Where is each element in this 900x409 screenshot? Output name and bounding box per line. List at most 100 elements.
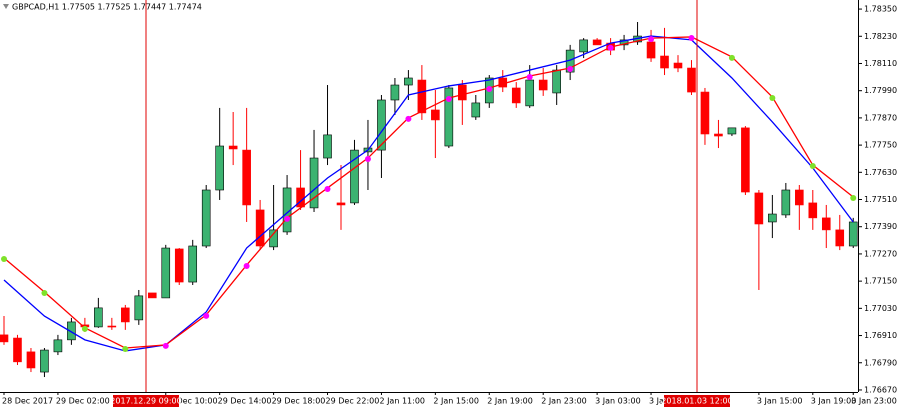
candle-body xyxy=(67,321,76,341)
candle-body xyxy=(174,248,184,283)
y-tick-label: 1.77750 xyxy=(864,141,897,150)
x-tick-label: 29 Dec 22:00 xyxy=(326,397,380,406)
candle-body xyxy=(417,79,427,114)
y-tick-label: 1.76670 xyxy=(864,385,897,394)
candle-body xyxy=(0,334,9,343)
candle-body xyxy=(26,351,36,369)
x-tick-label: 2 Jan 19:00 xyxy=(487,397,533,406)
x-tick-label: 2 Jan 23:00 xyxy=(541,397,587,406)
candle-body xyxy=(525,79,535,107)
candle-body xyxy=(404,77,413,86)
candle-body xyxy=(687,67,696,93)
candle-body xyxy=(741,127,750,193)
y-tick-label: 1.77270 xyxy=(864,249,897,258)
candle-body xyxy=(255,209,265,247)
candle-body xyxy=(107,325,117,328)
candle-body xyxy=(444,87,454,147)
ma-dot xyxy=(486,85,493,92)
candle-body xyxy=(754,192,764,225)
candle-body xyxy=(592,39,602,46)
candle-body xyxy=(188,245,198,283)
y-tick-label: 1.78110 xyxy=(864,59,897,68)
candle-body xyxy=(242,149,251,206)
candle-body xyxy=(848,221,858,247)
x-tick-label: 2 Jan 15:00 xyxy=(433,397,479,406)
ma-dot xyxy=(324,185,331,192)
y-tick-label: 1.78230 xyxy=(864,32,897,41)
x-tick-label: 3 Jan 19:00 xyxy=(811,397,857,406)
ma-line xyxy=(3,36,854,349)
candle-body xyxy=(53,339,63,353)
candle-body xyxy=(619,39,629,46)
y-tick-label: 1.76790 xyxy=(864,358,897,367)
ma-dot xyxy=(162,342,169,349)
candle-body xyxy=(835,229,845,247)
ma-dot xyxy=(1,256,7,263)
candle-body xyxy=(471,102,481,118)
y-tick-label: 1.77630 xyxy=(864,168,897,177)
x-tick-label: 28 Dec 2017 xyxy=(2,397,53,406)
y-tick-label: 1.78350 xyxy=(864,5,897,14)
ma-dot xyxy=(364,156,371,163)
candle-body xyxy=(808,202,818,219)
y-tick-label: 1.77150 xyxy=(864,277,897,286)
candle-body xyxy=(458,84,467,101)
x-tick-label: 3 Jan 23:00 xyxy=(851,397,897,406)
candle-body xyxy=(336,202,346,206)
ma-dot xyxy=(809,163,816,170)
x-tick-label: 29 Dec 14:00 xyxy=(218,397,272,406)
ma-line xyxy=(3,35,854,352)
ma-dot xyxy=(284,215,291,222)
candle-body xyxy=(269,229,278,248)
candle-body xyxy=(201,189,211,247)
ma-dot xyxy=(648,36,655,43)
candle-body xyxy=(323,134,332,159)
candle-body xyxy=(511,87,521,104)
marker-label: 2017.12.29 09:00 xyxy=(110,397,181,406)
title-icon xyxy=(3,4,9,9)
ma-dot xyxy=(769,95,776,102)
ma-dot xyxy=(41,290,48,297)
x-tick-label: 3 Jan 15:00 xyxy=(757,397,803,406)
ma-dot xyxy=(243,263,250,270)
y-tick-label: 1.77390 xyxy=(864,222,897,231)
y-tick-label: 1.77870 xyxy=(864,113,897,122)
candle-body xyxy=(673,62,683,69)
candle-body xyxy=(40,349,49,373)
ma-dot xyxy=(850,195,857,202)
candle-body xyxy=(161,247,171,299)
y-tick-label: 1.77990 xyxy=(864,86,897,95)
x-tick-label: 3 Jan 03:00 xyxy=(595,397,641,406)
candle-body xyxy=(134,295,144,321)
candle-body xyxy=(781,189,791,216)
candle-body xyxy=(660,55,669,69)
candle-body xyxy=(228,145,238,150)
candle-body xyxy=(390,84,400,101)
ma-dot xyxy=(122,346,129,353)
ma-dot xyxy=(728,54,735,61)
plot-area xyxy=(0,21,858,378)
candle-body xyxy=(215,145,224,191)
candle-body xyxy=(431,109,440,121)
ma-dot xyxy=(445,95,452,102)
marker-label-bg xyxy=(664,395,730,407)
candle-body xyxy=(121,307,130,323)
candle-body xyxy=(13,337,22,363)
chart-title: GBPCAD,H1 1.77505 1.77525 1.77447 1.7747… xyxy=(12,3,202,12)
candle-body xyxy=(579,39,588,53)
x-tick-label: 29 Dec 10:00 xyxy=(164,397,218,406)
ma-dot xyxy=(81,325,88,332)
candle-body xyxy=(350,149,359,204)
ma-dot xyxy=(688,34,695,41)
ma-dot xyxy=(567,66,574,73)
ma-dot xyxy=(405,115,412,122)
candle-body xyxy=(727,127,737,135)
ma-dot xyxy=(607,44,614,51)
y-tick-label: 1.76910 xyxy=(864,331,897,340)
candle-body xyxy=(377,99,386,151)
candle-body xyxy=(700,91,710,135)
candle-body xyxy=(821,217,831,231)
marker-label-bg xyxy=(113,395,179,407)
candle-body xyxy=(714,133,723,137)
